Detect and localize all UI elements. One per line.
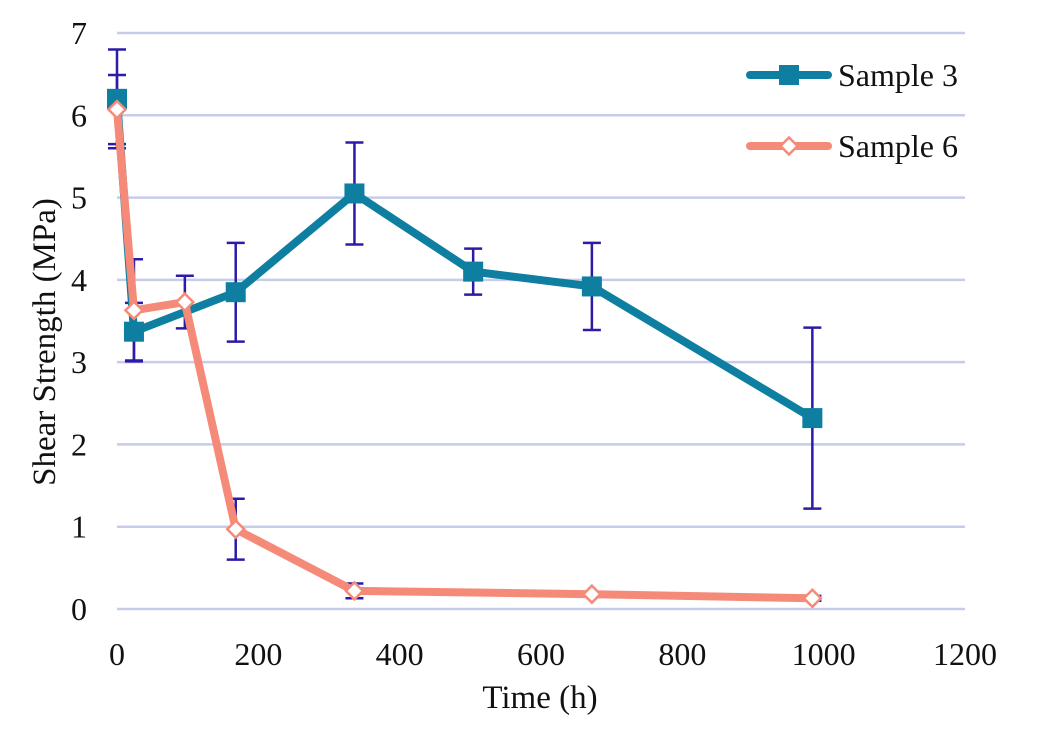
data-point-s1-4 <box>463 261 484 282</box>
data-point-s1-0 <box>107 88 127 109</box>
series-lines <box>113 94 817 603</box>
y-axis: 0 1 2 3 4 5 6 7 <box>71 15 87 627</box>
legend: Sample 3 Sample 6 <box>746 57 958 164</box>
y-tick-label-5: 5 <box>71 180 87 216</box>
x-tick-label-200: 200 <box>234 636 282 672</box>
gridlines <box>117 31 965 611</box>
y-tick-label-6: 6 <box>71 97 87 133</box>
legend-entry-2: Sample 6 <box>746 128 958 164</box>
legend-label: Sample 6 <box>838 128 958 164</box>
data-point-s1-1 <box>123 321 144 342</box>
x-axis: 0 200 400 600 800 1000 1200 <box>109 636 997 672</box>
legend-entry-1: Sample 3 <box>746 57 958 93</box>
y-axis-title: Shear Strength (MPa) <box>27 198 63 486</box>
y-tick-label-1: 1 <box>71 509 87 545</box>
legend-swatch-marker <box>779 65 799 85</box>
data-point-s2-3 <box>225 518 246 540</box>
data-point-s2-1 <box>123 300 145 321</box>
x-tick-label-600: 600 <box>517 636 565 672</box>
data-point-s2-6 <box>802 588 823 609</box>
legend-swatch-marker <box>778 135 800 157</box>
y-tick-label-2: 2 <box>71 426 87 462</box>
data-point-s2-2 <box>174 291 196 313</box>
y-tick-label-7: 7 <box>71 15 87 51</box>
y-tick-label-4: 4 <box>71 262 87 298</box>
data-point-s2-5 <box>581 583 603 605</box>
y-tick-label-3: 3 <box>71 344 87 380</box>
series-markers <box>106 88 823 609</box>
data-point-s2-4 <box>344 580 365 602</box>
data-point-s1-2 <box>225 282 246 303</box>
x-tick-label-1000: 1000 <box>792 636 856 672</box>
data-point-s2-0 <box>106 99 128 120</box>
legend-label: Sample 3 <box>838 57 958 93</box>
x-tick-label-400: 400 <box>376 636 424 672</box>
y-tick-label-0: 0 <box>71 591 87 627</box>
x-tick-label-800: 800 <box>658 636 706 672</box>
data-point-s1-5 <box>581 276 602 297</box>
x-axis-title: Time (h) <box>482 680 597 716</box>
x-tick-label-0: 0 <box>109 636 125 672</box>
x-tick-label-1200: 1200 <box>933 636 997 672</box>
data-point-s1-3 <box>344 183 365 204</box>
error-bars <box>108 48 822 603</box>
data-point-s1-6 <box>802 408 823 429</box>
series-line-1 <box>113 94 817 423</box>
